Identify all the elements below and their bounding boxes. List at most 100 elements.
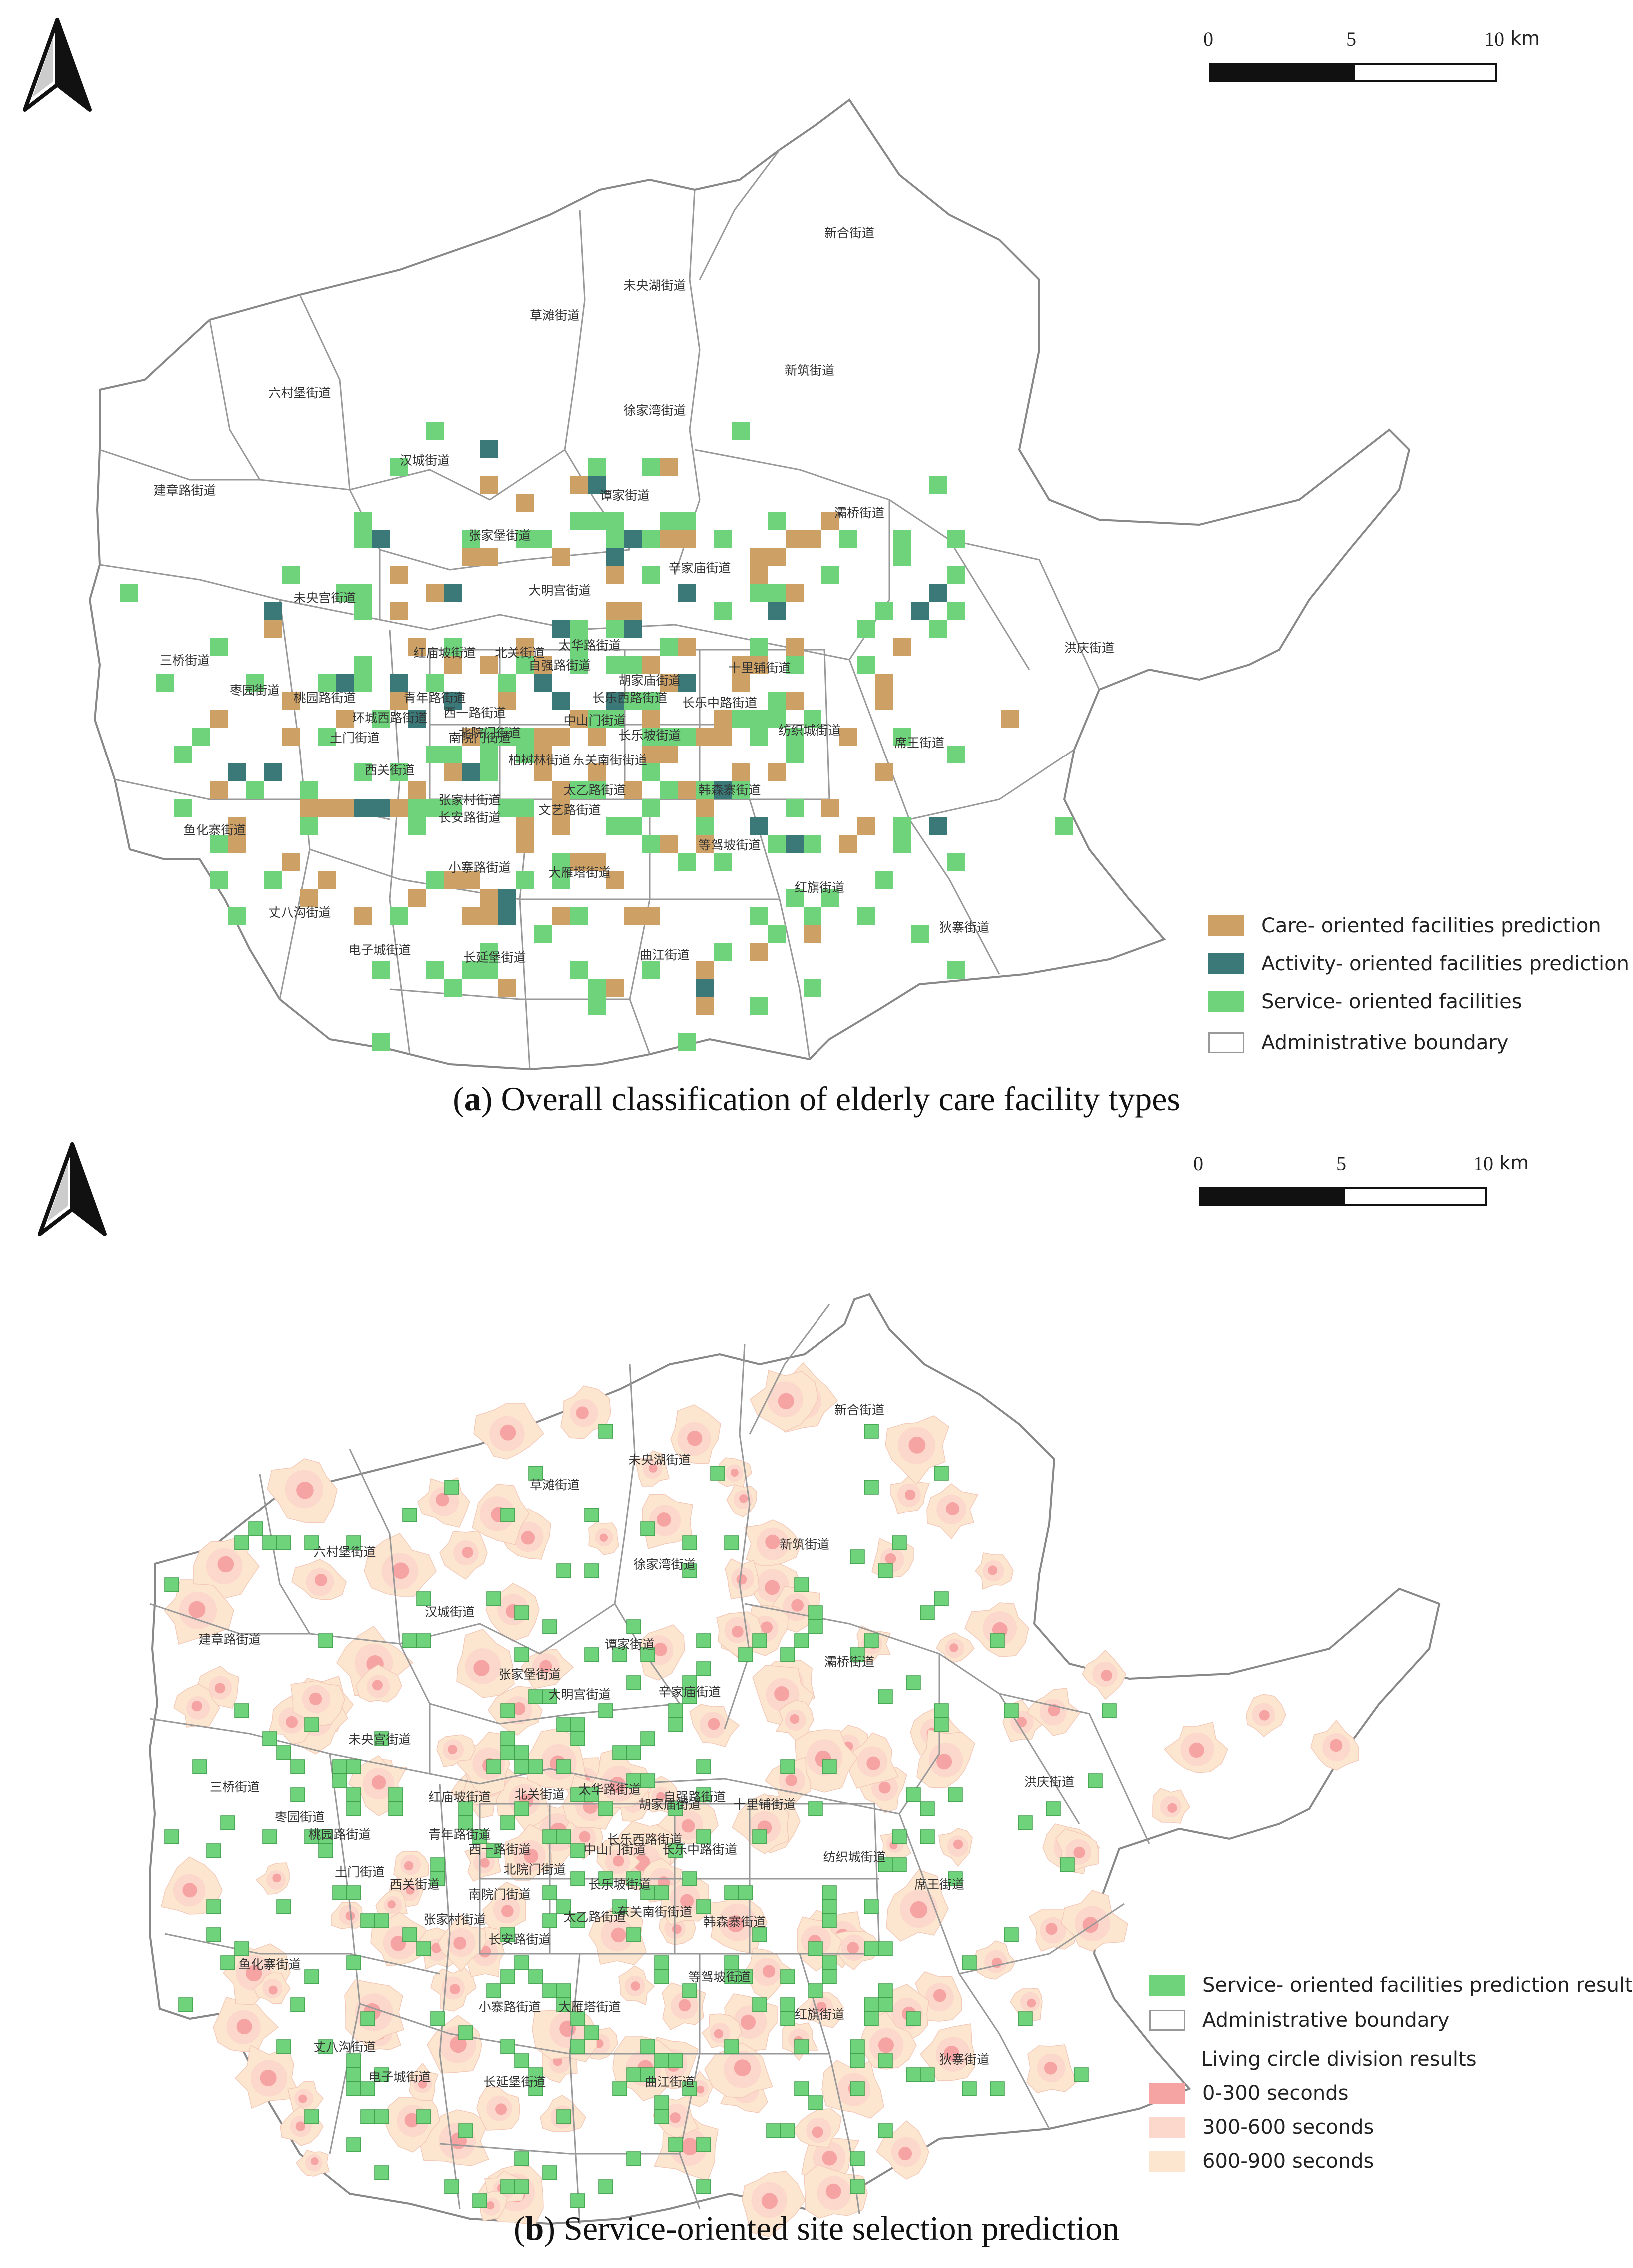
scale-tick-0: 0	[1193, 1152, 1203, 1175]
a-street-label: 谭家街道	[600, 488, 650, 503]
facility-cell	[696, 997, 714, 1015]
service-prediction-cell	[738, 1969, 753, 1984]
service-prediction-cell	[752, 1997, 767, 2012]
service-prediction-cell	[542, 2165, 557, 2180]
facility-cell	[210, 871, 228, 889]
facility-cell	[462, 530, 480, 548]
living-circle-0-300	[988, 1565, 998, 1575]
service-prediction-cell	[878, 1689, 893, 1704]
legend-item-service-prediction: Service- oriented facilities prediction …	[1149, 1974, 1633, 1997]
facility-cell	[606, 566, 624, 584]
service-prediction-cell	[640, 2039, 655, 2054]
a-street-label: 东关南街街道	[572, 753, 647, 767]
a-street-label: 长乐西路街道	[592, 691, 667, 705]
living-circle-0-300	[631, 1981, 640, 1991]
service-prediction-cell	[878, 1941, 893, 1956]
a-street-label: 青年路街道	[403, 691, 466, 705]
legend-item-band-300-600: 300-600 seconds	[1149, 2116, 1374, 2139]
a-street-label: 西关街道	[365, 763, 415, 777]
facility-cell	[210, 710, 228, 728]
service-prediction-cell	[206, 1927, 221, 1942]
facility-cell	[857, 656, 875, 674]
service-prediction-cell	[640, 1773, 655, 1788]
facility-cell	[390, 799, 408, 817]
facility-cell	[821, 566, 839, 584]
facility-cell	[246, 674, 264, 692]
service-prediction-cell	[220, 1815, 235, 1830]
service-prediction-cell	[850, 1549, 865, 1564]
swatch-service	[1208, 991, 1244, 1012]
living-circle-0-300	[762, 1965, 776, 1978]
facility-cell	[498, 889, 516, 907]
facility-cell	[408, 710, 426, 728]
living-circle-0-300	[450, 2036, 467, 2053]
service-prediction-cell	[752, 1927, 767, 1942]
living-circle-0-300	[714, 2029, 724, 2039]
facility-cell	[336, 674, 354, 692]
facility-cell	[750, 728, 768, 746]
service-prediction-cell	[570, 1913, 585, 1928]
facility-cell	[893, 817, 911, 835]
a-street-label: 鱼化寨街道	[183, 823, 246, 837]
service-prediction-cell	[808, 1983, 823, 1998]
facility-cell	[786, 835, 804, 853]
service-prediction-cell	[346, 1759, 361, 1774]
service-prediction-cell	[682, 1871, 697, 1886]
predicted-service-cells	[164, 1424, 1117, 2208]
facility-cell	[642, 961, 660, 979]
service-prediction-cell	[724, 1535, 739, 1550]
service-prediction-cell	[654, 2095, 669, 2110]
facility-cell	[282, 692, 300, 710]
facility-cell	[732, 710, 750, 728]
service-prediction-cell	[402, 1633, 417, 1648]
living-circle-0-300	[774, 1686, 790, 1702]
b-street-label: 汉城街道	[425, 1605, 475, 1619]
service-prediction-cell	[766, 2123, 781, 2138]
living-circle-0-300	[681, 1819, 695, 1833]
facility-cell	[750, 638, 768, 656]
facility-cell	[786, 638, 804, 656]
living-circle-0-300	[866, 1756, 880, 1770]
facility-cell	[678, 1033, 696, 1051]
a-street-label: 六村堡街道	[268, 386, 331, 400]
service-prediction-cell	[290, 1759, 305, 1774]
service-prediction-cell	[864, 2011, 879, 2026]
service-prediction-cell	[850, 2039, 865, 2054]
living-circle-0-300	[524, 1849, 539, 1863]
facility-cell	[552, 871, 570, 889]
a-street-label: 红旗街道	[795, 880, 844, 895]
living-circle-0-300	[295, 2121, 306, 2131]
living-circle-0-300	[405, 1885, 415, 1895]
service-prediction-cell	[318, 2039, 333, 2054]
facility-cell	[570, 781, 588, 799]
a-street-label: 未央湖街道	[623, 278, 686, 293]
facility-cell	[893, 728, 911, 746]
facility-cell	[875, 763, 893, 781]
facility-cell	[696, 799, 714, 817]
facility-cell	[768, 692, 786, 710]
legend-label-activity: Activity- oriented facilities prediction	[1261, 952, 1629, 975]
service-prediction-cell	[1088, 1773, 1103, 1788]
service-prediction-cell	[696, 2137, 711, 2152]
a-street-label: 等驾坡街道	[698, 838, 761, 852]
service-prediction-cell	[850, 2053, 865, 2068]
living-circle-0-300	[611, 1927, 626, 1943]
facility-cell	[516, 530, 534, 548]
service-prediction-cell	[640, 1647, 655, 1662]
facility-cell	[534, 656, 552, 674]
a-street-label: 十里铺街道	[728, 661, 791, 675]
facility-cell	[552, 620, 570, 638]
facility-cell	[588, 979, 606, 997]
a-street-label: 韩森寨街道	[698, 783, 761, 797]
facility-cell	[768, 763, 786, 781]
a-street-label: 灞桥街道	[834, 506, 884, 520]
service-prediction-cell	[668, 1717, 683, 1732]
facility-cell	[300, 889, 318, 907]
service-prediction-cell	[598, 1424, 613, 1439]
facility-cell	[893, 638, 911, 656]
living-circle-0-300	[878, 1781, 891, 1794]
a-street-label: 长乐坡街道	[618, 728, 681, 743]
facility-cell	[660, 674, 678, 692]
legend-label-boundary: Administrative boundary	[1261, 1031, 1509, 1054]
